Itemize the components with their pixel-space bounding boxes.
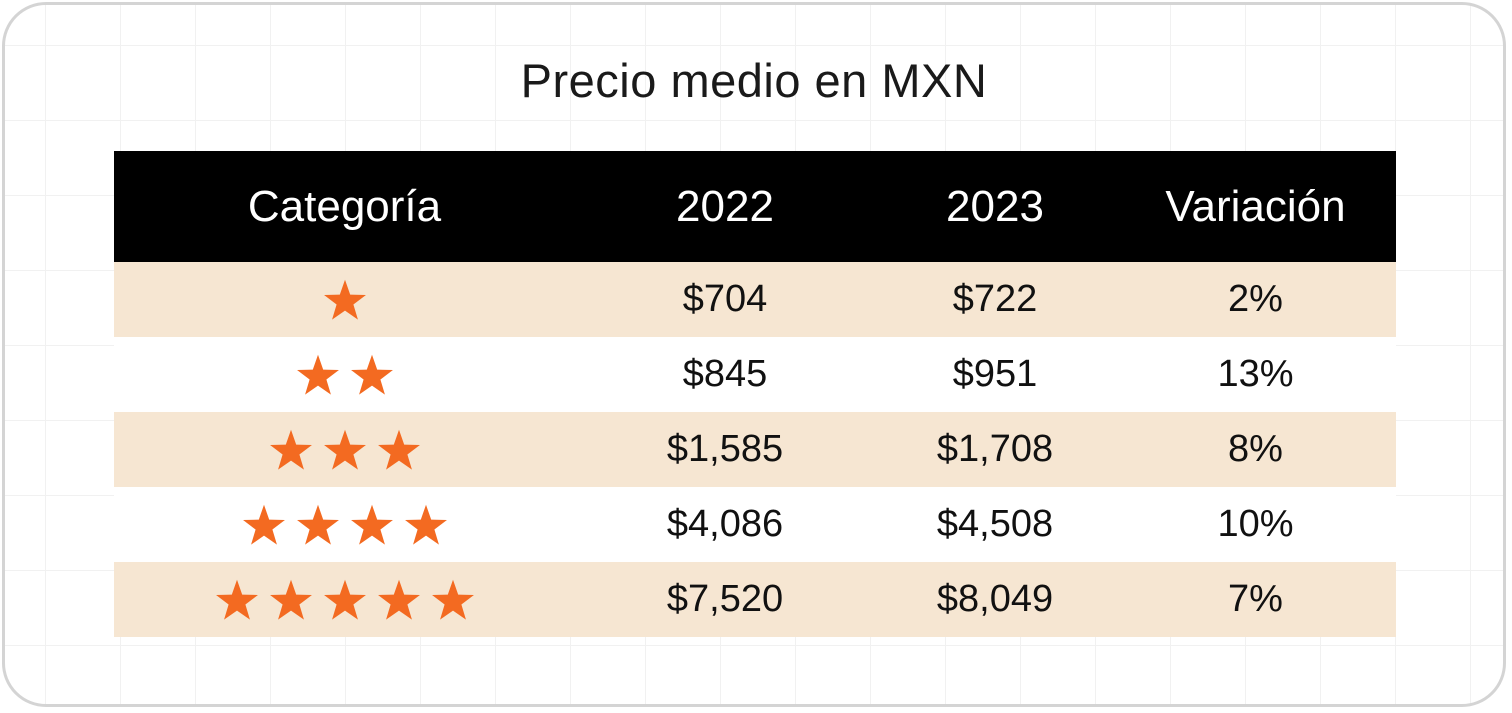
star-icon [215,579,258,620]
variation: 10% [1217,503,1294,545]
star-icon [350,504,393,545]
star-icon [377,579,420,620]
price-2022: $704 [682,278,768,320]
star-icon [323,429,366,470]
star-rating [114,278,575,322]
price-2022: $1,585 [666,428,784,470]
price-2023: $951 [952,353,1038,395]
star-icon [431,579,474,620]
star-icon [296,354,339,395]
star-icon [350,354,393,395]
price-table: Categoría 2022 2023 Variación $704 $722 … [114,151,1396,637]
price-2022: $845 [682,353,768,395]
star-rating [114,428,575,472]
star-icon [404,504,447,545]
star-icon [242,504,285,545]
table-header: Categoría 2022 2023 Variación [114,151,1396,262]
table-row: $704 $722 2% [114,262,1396,337]
header-2022: 2022 [676,181,774,231]
variation: 2% [1228,278,1283,320]
star-rating [114,353,575,397]
table-row: $1,585 $1,708 8% [114,412,1396,487]
star-icon [377,429,420,470]
variation: 8% [1228,428,1283,470]
price-2023: $4,508 [936,503,1054,545]
star-rating [114,578,575,622]
table-row: $845 $951 13% [114,337,1396,412]
star-rating [114,503,575,547]
variation: 13% [1217,353,1294,395]
price-2023: $722 [952,278,1038,320]
price-2022: $4,086 [666,503,784,545]
price-2023: $1,708 [936,428,1054,470]
table-row: $4,086 $4,508 10% [114,487,1396,562]
header-2023: 2023 [946,181,1044,231]
star-icon [323,279,366,320]
header-category: Categoría [247,181,442,231]
page-title: Precio medio en MXN [520,54,988,107]
star-icon [296,504,339,545]
table-row: $7,520 $8,049 7% [114,562,1396,637]
price-2022: $7,520 [666,578,784,620]
star-icon [269,429,312,470]
price-2023: $8,049 [936,578,1054,620]
header-variation: Variación [1165,181,1346,231]
star-icon [269,579,312,620]
variation: 7% [1228,578,1283,620]
star-icon [323,579,366,620]
